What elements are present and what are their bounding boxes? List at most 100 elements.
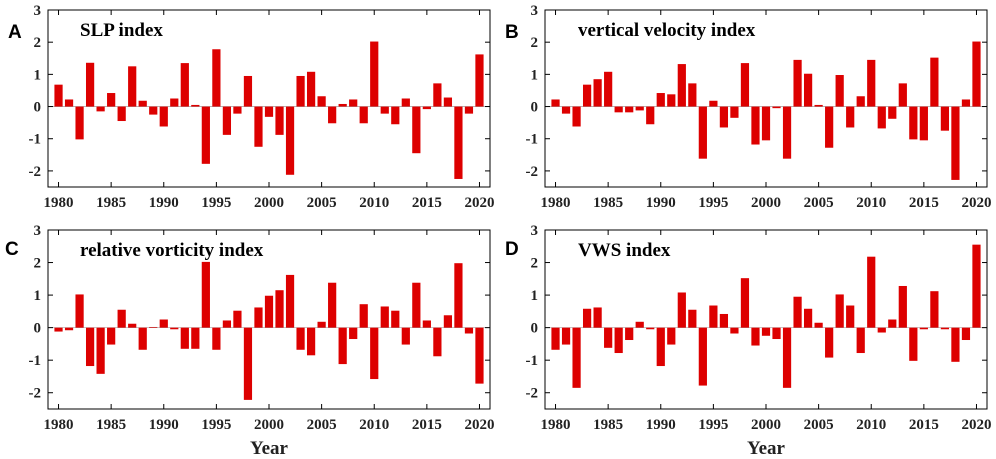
bar-2020 — [475, 327, 484, 384]
y-tick-label: 2 — [531, 35, 539, 51]
bar-2010 — [370, 327, 379, 380]
x-tick-label: 1985 — [593, 417, 623, 433]
y-tick-label: 1 — [34, 67, 42, 83]
x-tick-label: 2010 — [359, 195, 389, 211]
x-tick-label: 2000 — [254, 195, 284, 211]
bar-2002 — [285, 106, 295, 175]
bar-2018 — [454, 106, 463, 179]
x-tick-label: 2000 — [751, 195, 781, 211]
bar-2004 — [803, 308, 813, 328]
bar-2001 — [275, 106, 284, 135]
x-tick-label: 1995 — [698, 195, 728, 211]
bar-2005 — [814, 104, 823, 107]
x-tick-label: 2010 — [856, 195, 886, 211]
x-tick-label: 2020 — [961, 417, 991, 433]
bar-1991 — [170, 98, 179, 107]
x-tick-label: 2015 — [412, 417, 442, 433]
bar-1987 — [625, 106, 634, 113]
bar-2017 — [940, 106, 950, 131]
y-tick-label: 1 — [531, 67, 539, 83]
y-tick-label: 2 — [34, 256, 42, 272]
y-tick-label: -1 — [526, 353, 539, 369]
bar-2010 — [370, 41, 379, 107]
bar-1991 — [170, 327, 179, 330]
bar-1982 — [572, 327, 581, 388]
x-tick-label: 1980 — [541, 417, 571, 433]
bar-2015 — [919, 106, 928, 141]
x-tick-label: 1990 — [149, 195, 179, 211]
bar-2017 — [443, 97, 453, 107]
bar-1997 — [233, 106, 242, 114]
bar-1990 — [159, 106, 168, 127]
bar-1996 — [719, 313, 729, 328]
bar-1988 — [635, 321, 644, 328]
bar-1990 — [656, 93, 665, 107]
y-tick-label: -1 — [29, 353, 42, 369]
bar-2003 — [793, 296, 802, 328]
bar-2002 — [782, 106, 792, 159]
bar-1992 — [677, 64, 686, 107]
bar-2007 — [835, 294, 844, 328]
bar-2002 — [285, 274, 295, 328]
bar-2001 — [275, 290, 284, 328]
bar-2008 — [349, 327, 358, 340]
bar-2013 — [898, 83, 907, 107]
bar-1991 — [667, 327, 676, 345]
bar-2020 — [972, 244, 981, 328]
bar-2000 — [264, 106, 274, 117]
bar-1996 — [719, 106, 729, 128]
bar-2010 — [867, 256, 876, 328]
bar-1992 — [677, 292, 686, 328]
bar-1986 — [614, 106, 623, 113]
x-tick-label: 2015 — [909, 417, 939, 433]
bar-2016 — [930, 57, 939, 107]
bar-2020 — [972, 41, 981, 107]
bar-2007 — [835, 75, 844, 107]
y-tick-label: -2 — [526, 386, 539, 402]
bar-2003 — [793, 59, 802, 107]
bar-1991 — [667, 94, 676, 107]
x-tick-label: 1995 — [201, 195, 231, 211]
x-tick-label: 2005 — [804, 417, 834, 433]
bar-1990 — [656, 327, 665, 367]
bar-1980 — [551, 99, 560, 107]
bar-1999 — [254, 307, 263, 328]
bar-1986 — [117, 106, 126, 122]
bar-2018 — [951, 327, 960, 362]
bar-2011 — [877, 327, 886, 333]
y-tick-label: 3 — [34, 223, 42, 239]
bar-2009 — [856, 96, 865, 107]
bar-1997 — [730, 106, 739, 118]
panel-letter: A — [8, 22, 22, 43]
y-tick-label: 3 — [34, 3, 42, 19]
bar-1985 — [604, 71, 613, 107]
bar-1983 — [85, 62, 95, 107]
bar-2006 — [825, 106, 834, 148]
bar-2008 — [846, 106, 855, 128]
y-tick-label: 0 — [531, 100, 539, 116]
bar-1998 — [740, 63, 750, 107]
bar-2001 — [772, 327, 781, 340]
bar-2019 — [961, 99, 971, 107]
bar-1980 — [54, 327, 63, 332]
y-tick-label: 2 — [531, 256, 539, 272]
bar-2015 — [422, 106, 431, 110]
bar-2020 — [475, 54, 484, 107]
bar-1981 — [64, 327, 74, 331]
bar-1988 — [635, 106, 644, 111]
bar-2007 — [338, 103, 347, 107]
bar-2014 — [909, 327, 918, 361]
bar-1980 — [551, 327, 560, 350]
x-tick-label: 2010 — [856, 417, 886, 433]
y-tick-label: 3 — [531, 3, 539, 19]
bar-2007 — [338, 327, 347, 365]
bar-1989 — [646, 106, 655, 125]
bar-2004 — [306, 71, 316, 107]
y-tick-label: 3 — [531, 223, 539, 239]
panel-title: relative vorticity index — [80, 240, 264, 261]
bar-1984 — [593, 79, 602, 107]
bar-1986 — [614, 327, 623, 354]
bar-2016 — [433, 83, 442, 107]
bar-2019 — [464, 106, 474, 114]
bar-1997 — [730, 327, 739, 334]
